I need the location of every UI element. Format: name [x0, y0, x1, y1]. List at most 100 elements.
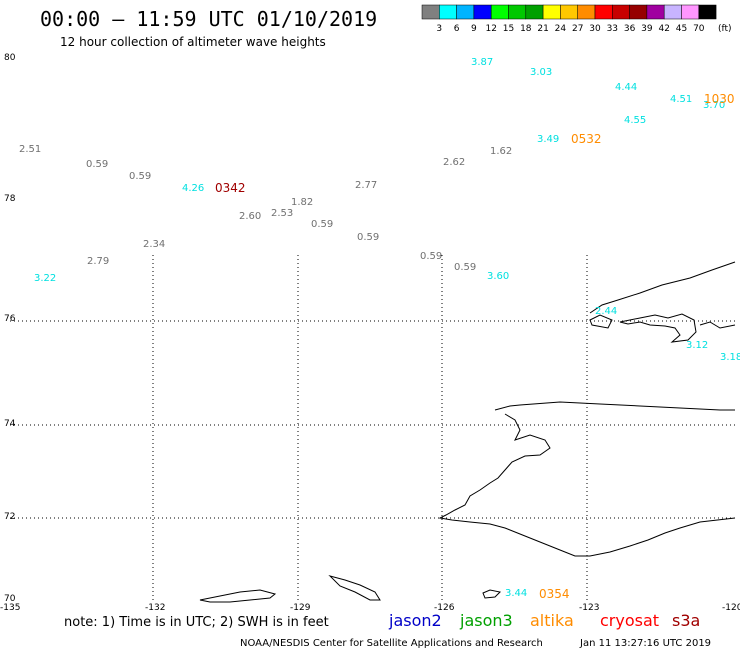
lon-label-132: -132 [145, 603, 165, 613]
wave-height-label: 2.79 [87, 256, 109, 267]
wave-height-label: 3.03 [530, 67, 552, 78]
wave-height-label: 4.26 [182, 183, 204, 194]
wave-height-label: 4.44 [615, 82, 637, 93]
pass-time-label: 0342 [215, 181, 246, 195]
wave-height-label: 3.18 [720, 352, 740, 363]
lat-label-70: 70 [4, 594, 16, 604]
coastline [199, 261, 736, 603]
legend-swatch [646, 4, 665, 20]
legend-label: 30 [589, 24, 601, 34]
legend-label: 12 [485, 24, 496, 34]
footer-credit: NOAA/NESDIS Center for Satellite Applica… [240, 638, 543, 649]
legend-label: 45 [676, 24, 687, 34]
legend-label: 27 [572, 24, 583, 34]
satellite-legend-altika: altika [530, 611, 574, 630]
legend-swatch [421, 4, 440, 20]
satellite-legend-jason2: jason2 [388, 611, 442, 630]
wave-height-label: 3.87 [471, 57, 493, 68]
pass-time-label: 0354 [539, 587, 570, 601]
wave-height-label: 3.22 [34, 273, 56, 284]
legend-label: 9 [471, 24, 477, 34]
map-title: 00:00 – 11:59 UTC 01/10/2019 [40, 7, 377, 31]
coastline-beaufort-shore [438, 401, 736, 557]
wave-height-label: 1.62 [490, 146, 512, 157]
legend-label: 3 [436, 24, 442, 34]
grid [10, 255, 735, 600]
wave-height-label: 2.51 [19, 144, 41, 155]
wave-height-label: 0.59 [86, 159, 108, 170]
wave-height-label: 4.55 [624, 115, 646, 126]
legend-label: 21 [537, 24, 548, 34]
wave-height-label: 2.77 [355, 180, 377, 191]
wave-height-labels: 3.87 3.03 4.44 4.51 3.70 4.55 3.49 2.51 0.59 0.59… [19, 57, 740, 599]
legend-swatch [698, 4, 717, 20]
legend-label: 42 [658, 24, 669, 34]
coastline-banks-island [589, 261, 736, 314]
wave-height-label: 2.60 [239, 211, 261, 222]
pass-time-label: 0532 [571, 132, 602, 146]
lon-label-135: -135 [0, 603, 20, 613]
legend-label: 15 [503, 24, 514, 34]
legend-swatch [577, 4, 596, 20]
satellite-legend-cryosat: cryosat [600, 611, 659, 630]
legend-swatch [542, 4, 561, 20]
legend-swatch [473, 4, 492, 20]
legend-swatch [629, 4, 648, 20]
legend-swatch [439, 4, 457, 20]
wave-height-label: 2.53 [271, 208, 293, 219]
lon-label-129: -129 [290, 603, 311, 613]
wave-height-label: 0.59 [357, 232, 379, 243]
coastline-south-islands [199, 575, 502, 603]
legend-swatch [663, 4, 682, 20]
legend-label: 6 [454, 24, 460, 34]
legend-swatch [612, 4, 630, 20]
coastline-amundsen-gulf [589, 313, 736, 343]
wave-height-label: 3.44 [505, 588, 527, 599]
legend-unit: (ft) [718, 24, 732, 34]
color-legend: 3 6 9 12 15 18 21 24 27 30 33 36 39 42 45 70 (ft) [421, 4, 732, 34]
footer-timestamp: Jan 11 13:27:16 UTC 2019 [579, 638, 711, 649]
legend-label: 33 [607, 24, 618, 34]
wave-height-label: 2.62 [443, 157, 465, 168]
legend-swatch [490, 4, 509, 20]
legend-label: 39 [641, 24, 653, 34]
lat-label-74: 74 [4, 419, 16, 429]
notes: note: 1) Time is in UTC; 2) SWH is in fe… [64, 615, 329, 630]
satellite-legend: jason2 jason3 altika cryosat s3a [388, 611, 700, 630]
legend-label: 18 [520, 24, 532, 34]
legend-label: 36 [624, 24, 636, 34]
pass-time-labels: 1030 0532 0342 0354 [215, 92, 735, 601]
lat-label-72: 72 [4, 512, 15, 522]
wave-height-label: 3.60 [487, 271, 509, 282]
pass-time-label: 1030 [704, 92, 735, 106]
wave-height-label: 3.12 [686, 340, 708, 351]
lat-label-78: 78 [4, 194, 16, 204]
wave-height-label: 4.51 [670, 94, 692, 105]
wave-height-label: 2.34 [143, 239, 165, 250]
legend-swatch [508, 4, 527, 20]
lon-label-126: -126 [434, 603, 455, 613]
wave-height-label: 1.82 [291, 197, 313, 208]
legend-label: 70 [693, 24, 705, 34]
wave-height-label: 3.49 [537, 134, 559, 145]
lat-label-76: 76 [4, 314, 16, 324]
lat-label-80: 80 [4, 53, 16, 63]
wave-height-label: 0.59 [311, 219, 333, 230]
legend-swatch [681, 4, 700, 20]
wave-height-label: 3.70 [703, 100, 725, 111]
wave-height-label: 0.59 [454, 262, 476, 273]
wave-height-label: 0.59 [129, 171, 151, 182]
satellite-legend-s3a: s3a [672, 611, 700, 630]
lon-label-123: -123 [579, 603, 599, 613]
lon-label-120: -120 [722, 603, 740, 613]
legend-swatch [560, 4, 578, 20]
wave-height-label: 0.59 [420, 251, 442, 262]
legend-swatch [594, 4, 613, 20]
legend-swatch [525, 4, 544, 20]
wave-height-label: 2.44 [595, 306, 617, 317]
satellite-legend-jason3: jason3 [459, 611, 513, 630]
map-subtitle: 12 hour collection of altimeter wave hei… [60, 35, 326, 49]
legend-swatch [456, 4, 475, 20]
legend-label: 24 [555, 24, 567, 34]
